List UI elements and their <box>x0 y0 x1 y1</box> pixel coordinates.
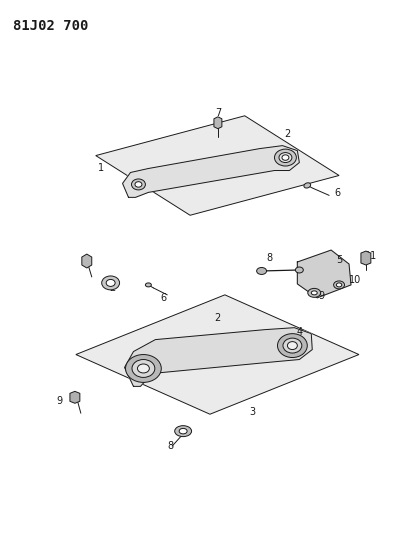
Text: 6: 6 <box>334 188 340 198</box>
Text: 6: 6 <box>160 293 166 303</box>
Polygon shape <box>70 391 80 403</box>
Text: 8: 8 <box>167 441 173 451</box>
Ellipse shape <box>125 354 161 382</box>
Polygon shape <box>96 116 339 215</box>
Ellipse shape <box>135 182 142 187</box>
Ellipse shape <box>334 281 345 289</box>
Text: 1: 1 <box>98 163 104 173</box>
Polygon shape <box>214 117 222 129</box>
Ellipse shape <box>287 342 298 350</box>
Ellipse shape <box>175 426 192 437</box>
Ellipse shape <box>145 283 151 287</box>
Ellipse shape <box>311 291 317 295</box>
Polygon shape <box>298 250 351 298</box>
Ellipse shape <box>304 183 311 188</box>
Ellipse shape <box>131 179 145 190</box>
Text: 3: 3 <box>249 407 256 417</box>
Text: 8: 8 <box>267 253 273 263</box>
Polygon shape <box>125 328 312 386</box>
Polygon shape <box>123 146 299 197</box>
Ellipse shape <box>132 360 155 377</box>
Polygon shape <box>82 254 92 268</box>
Text: 9: 9 <box>56 397 62 406</box>
Ellipse shape <box>102 276 120 290</box>
Ellipse shape <box>106 279 115 286</box>
Text: 7: 7 <box>215 108 221 118</box>
Text: 2: 2 <box>284 128 291 139</box>
Text: 10: 10 <box>349 275 361 285</box>
Text: 7: 7 <box>80 257 86 267</box>
Text: 81J02 700: 81J02 700 <box>13 19 89 33</box>
Ellipse shape <box>274 149 296 166</box>
Text: 9: 9 <box>318 291 324 301</box>
Text: 5: 5 <box>336 255 342 265</box>
Ellipse shape <box>179 429 187 434</box>
Text: 4: 4 <box>296 327 302 337</box>
Ellipse shape <box>279 152 292 163</box>
Ellipse shape <box>283 338 302 353</box>
Ellipse shape <box>278 334 307 358</box>
Ellipse shape <box>257 268 267 274</box>
Ellipse shape <box>295 267 303 273</box>
Ellipse shape <box>336 283 342 287</box>
Ellipse shape <box>282 155 289 160</box>
Ellipse shape <box>308 288 321 297</box>
Text: 2: 2 <box>214 313 220 323</box>
Polygon shape <box>76 295 359 414</box>
Ellipse shape <box>138 364 149 373</box>
Text: 11: 11 <box>365 251 377 261</box>
Text: 2: 2 <box>109 283 116 293</box>
Polygon shape <box>361 251 371 265</box>
